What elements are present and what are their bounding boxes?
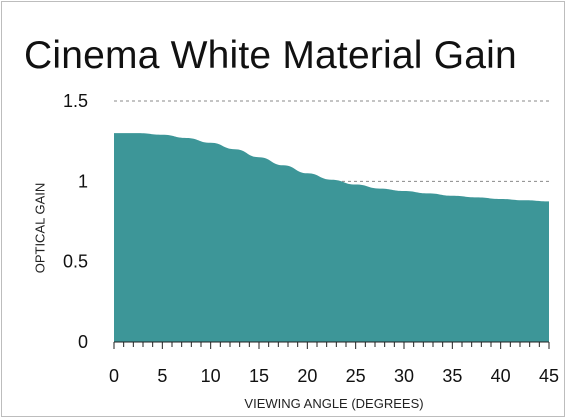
y-tick-label: 0 [78,332,88,352]
y-tick-label: 0.5 [63,252,88,272]
x-tick-label: 45 [539,366,559,386]
x-tick-label: 25 [346,366,366,386]
y-axis-ticks: 0 0.5 1 1.5 [63,91,88,352]
x-tick-label: 5 [157,366,167,386]
x-tick-label: 0 [109,366,119,386]
x-tick-label: 15 [249,366,269,386]
x-tick-label: 40 [491,366,511,386]
x-tick-label: 20 [297,366,317,386]
x-tick-label: 35 [442,366,462,386]
x-axis-label: VIEWING ANGLE (DEGREES) [244,396,424,411]
gain-area [114,133,549,342]
y-tick-label: 1.5 [63,91,88,111]
x-tick-label: 10 [201,366,221,386]
chart-title: Cinema White Material Gain [24,34,517,77]
x-tick-label: 30 [394,366,414,386]
x-axis-ticks: 0 5 10 15 20 25 30 35 40 45 [109,341,559,386]
y-tick-label: 1 [78,171,88,191]
